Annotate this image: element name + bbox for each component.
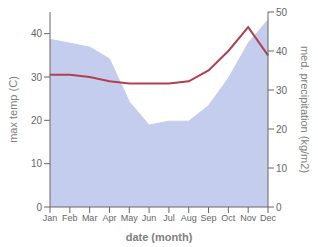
svg-text:Jan: Jan (43, 213, 58, 223)
svg-text:0: 0 (276, 202, 282, 213)
svg-text:Nov: Nov (240, 213, 257, 223)
svg-text:Sep: Sep (201, 213, 217, 223)
svg-text:date (month): date (month) (126, 231, 193, 243)
svg-text:0: 0 (36, 202, 42, 213)
svg-text:30: 30 (31, 72, 43, 83)
svg-text:Jul: Jul (163, 213, 175, 223)
svg-text:10: 10 (276, 163, 288, 174)
svg-text:20: 20 (31, 115, 43, 126)
svg-text:Dec: Dec (260, 213, 277, 223)
svg-text:10: 10 (31, 158, 43, 169)
svg-text:max temp (C): max temp (C) (8, 76, 19, 143)
svg-text:Jun: Jun (142, 213, 157, 223)
svg-text:med. precipitation (kg/m2): med. precipitation (kg/m2) (299, 46, 310, 173)
svg-text:Oct: Oct (221, 213, 236, 223)
svg-text:40: 40 (31, 28, 43, 39)
svg-text:Mar: Mar (82, 213, 98, 223)
svg-text:Aug: Aug (181, 213, 197, 223)
svg-text:Apr: Apr (102, 213, 116, 223)
svg-text:30: 30 (276, 85, 288, 96)
svg-text:May: May (121, 213, 139, 223)
svg-text:40: 40 (276, 46, 288, 57)
svg-text:20: 20 (276, 124, 288, 135)
svg-text:50: 50 (276, 7, 288, 18)
svg-text:Feb: Feb (62, 213, 78, 223)
